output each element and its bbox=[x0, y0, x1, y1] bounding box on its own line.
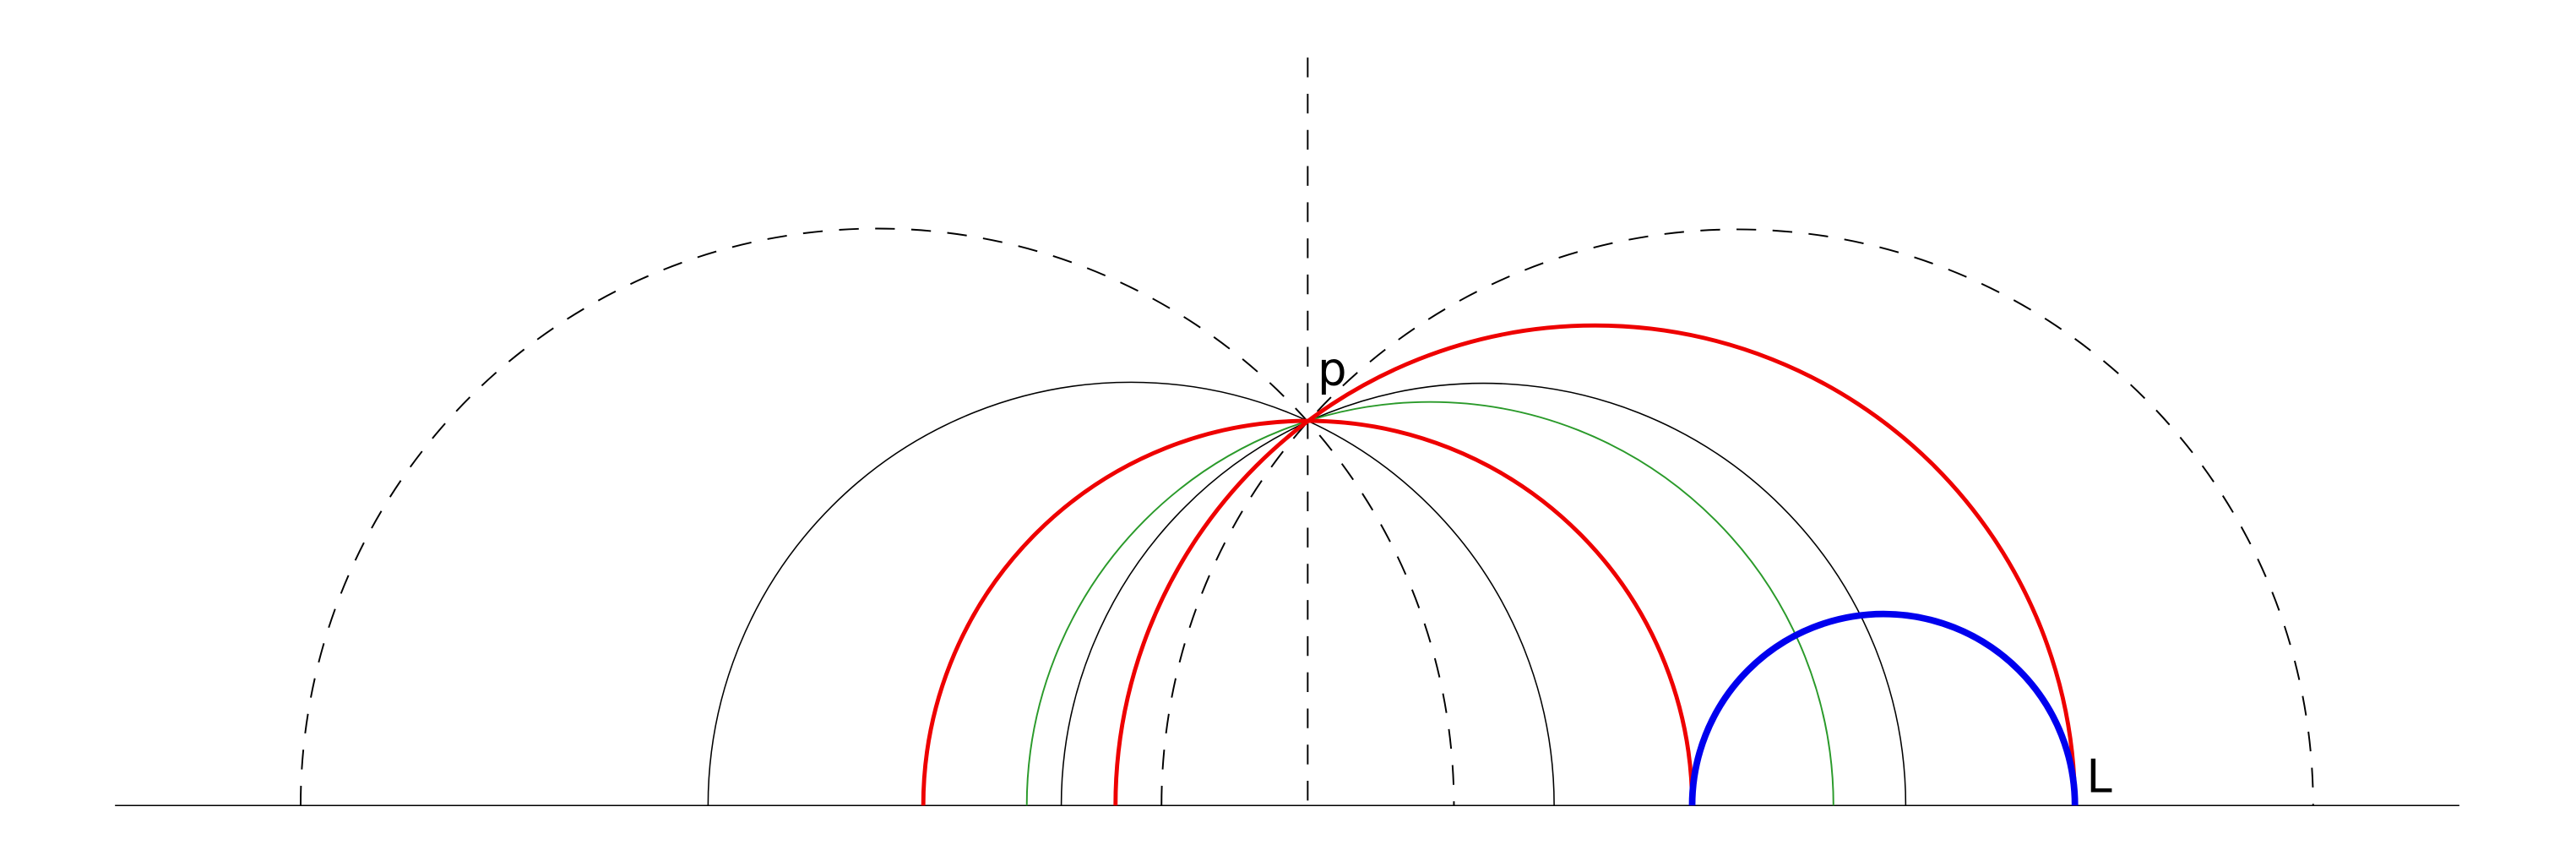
blue-arc bbox=[1688, 610, 2079, 806]
red-arc-large bbox=[1113, 323, 2078, 806]
black-arc-right bbox=[1060, 382, 1907, 806]
black-arc-left bbox=[707, 381, 1555, 806]
dashed-arc-left bbox=[299, 227, 1455, 806]
green-arc bbox=[1025, 401, 1834, 806]
line-label: L bbox=[2086, 750, 2112, 804]
dashed-arc-right bbox=[1160, 228, 2314, 806]
point-label: p bbox=[1318, 341, 1347, 395]
